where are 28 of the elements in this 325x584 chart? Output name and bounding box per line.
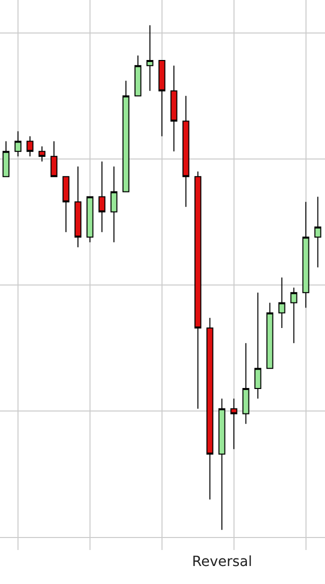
candlestick (254, 292, 262, 400)
candlestick (74, 166, 82, 248)
candlestick (242, 342, 250, 424)
candlestick (302, 201, 310, 308)
candlestick (38, 146, 46, 162)
candlestick (134, 55, 142, 96)
candlestick (86, 196, 94, 243)
candlestick (146, 24, 154, 92)
candlestick (62, 176, 70, 233)
annotation: Reversal (192, 554, 252, 570)
candlestick (218, 398, 226, 530)
candlestick (158, 60, 166, 137)
candlestick (50, 140, 58, 178)
candlestick (26, 136, 34, 157)
candlestick (278, 277, 286, 328)
candlestick (230, 398, 238, 450)
candlestick (182, 95, 190, 208)
candlestick (14, 130, 22, 157)
candlestick (194, 171, 202, 410)
candlestick (98, 160, 106, 233)
candlestick (170, 65, 178, 152)
candlestick (314, 196, 322, 268)
candlestick (206, 317, 214, 500)
candlestick (266, 302, 274, 369)
candlestick (110, 166, 118, 243)
candlestick (122, 80, 130, 192)
candlestick (2, 140, 10, 178)
candlestick (290, 287, 298, 344)
